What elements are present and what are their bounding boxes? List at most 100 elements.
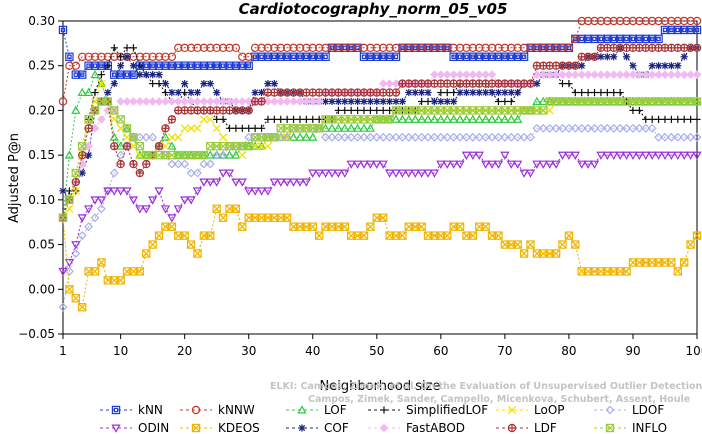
data-point	[301, 132, 311, 141]
legend-marker	[191, 423, 201, 433]
data-point	[462, 70, 471, 79]
data-point	[437, 97, 445, 106]
data-point	[647, 123, 657, 133]
data-point	[135, 267, 145, 276]
data-point	[513, 43, 522, 53]
data-point	[180, 61, 189, 70]
data-point	[590, 52, 599, 61]
data-point	[660, 132, 670, 142]
series-line	[62, 127, 697, 308]
x-tick-label: 50	[369, 344, 384, 358]
data-point	[391, 114, 401, 123]
legend-item-INFLO: INFLO	[594, 421, 667, 434]
data-point	[129, 62, 138, 70]
data-point	[173, 205, 183, 214]
data-point	[443, 231, 452, 240]
series-KDEOS	[58, 204, 702, 312]
data-point	[493, 160, 504, 169]
data-point	[244, 61, 253, 70]
data-point	[679, 16, 689, 26]
data-point	[206, 115, 215, 124]
data-point	[391, 169, 401, 178]
data-point	[231, 178, 241, 187]
legend-marker	[379, 423, 389, 433]
data-point	[231, 61, 241, 70]
data-point	[679, 70, 689, 79]
data-point	[155, 71, 163, 79]
data-point	[129, 159, 138, 169]
data-point	[224, 150, 235, 159]
data-point	[436, 132, 446, 142]
data-point	[123, 44, 131, 52]
data-point	[65, 61, 74, 70]
data-point	[78, 52, 87, 61]
data-point	[468, 151, 478, 160]
data-point	[212, 43, 221, 53]
data-point	[692, 231, 702, 240]
data-point	[475, 43, 484, 53]
data-point	[429, 169, 440, 178]
data-point	[596, 16, 606, 26]
data-point	[148, 196, 158, 205]
data-point	[200, 80, 208, 88]
data-point	[564, 70, 574, 79]
data-point	[692, 70, 702, 79]
data-point	[270, 80, 278, 88]
data-point	[577, 16, 586, 26]
data-point	[501, 88, 509, 97]
data-point	[610, 53, 618, 61]
data-point	[186, 196, 196, 205]
x-tick-label: 20	[177, 344, 192, 358]
data-point	[673, 70, 683, 79]
data-point	[174, 88, 182, 97]
data-point	[692, 43, 702, 53]
series-INFLO	[58, 97, 702, 222]
data-point	[282, 43, 292, 53]
data-point	[148, 61, 157, 70]
data-point	[225, 124, 234, 132]
data-point	[276, 43, 285, 53]
data-point	[674, 62, 682, 70]
data-point	[545, 160, 555, 169]
legend-marker	[380, 406, 388, 414]
data-point	[149, 80, 157, 88]
data-point	[417, 222, 426, 231]
data-point	[77, 159, 87, 169]
data-point	[90, 213, 100, 223]
data-point	[167, 97, 177, 106]
data-point	[590, 88, 599, 97]
data-point	[212, 97, 222, 106]
data-point	[621, 151, 632, 160]
data-point	[186, 97, 196, 106]
data-point	[647, 16, 657, 26]
data-point	[538, 123, 548, 133]
data-point	[244, 142, 253, 151]
data-point	[597, 88, 605, 97]
data-point	[180, 43, 189, 53]
data-point	[199, 115, 208, 124]
data-point	[475, 52, 484, 61]
data-point	[58, 267, 68, 277]
data-point	[385, 43, 394, 53]
data-point	[135, 205, 145, 214]
data-point	[602, 151, 612, 160]
data-point	[116, 115, 125, 124]
data-point	[532, 43, 542, 53]
data-point	[481, 52, 490, 61]
data-point	[187, 88, 195, 97]
data-point	[90, 69, 100, 79]
data-point	[186, 168, 196, 178]
data-point	[116, 187, 126, 196]
data-point	[218, 169, 228, 178]
data-point	[135, 168, 145, 178]
data-point	[609, 151, 619, 160]
data-point	[148, 52, 157, 61]
data-point	[590, 16, 599, 26]
data-point	[104, 88, 112, 97]
data-point	[602, 123, 612, 133]
data-point	[84, 222, 94, 232]
data-point	[302, 97, 311, 106]
data-point	[417, 132, 427, 142]
data-point	[372, 132, 382, 142]
data-point	[583, 123, 593, 133]
